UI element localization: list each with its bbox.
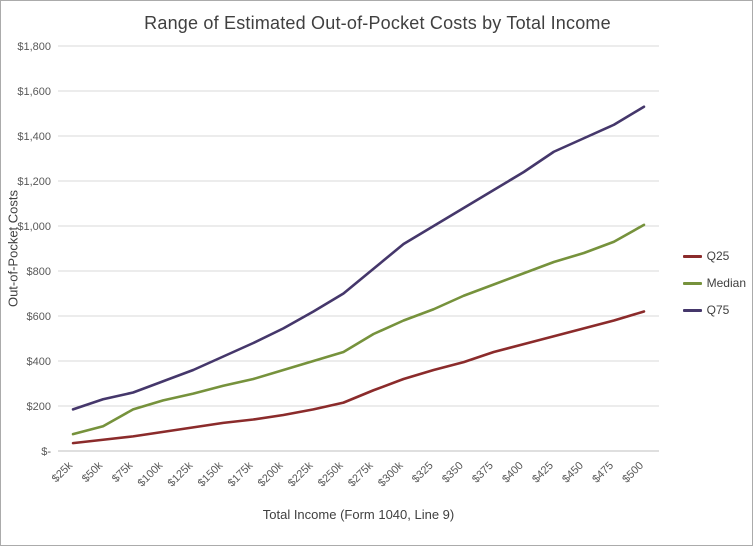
y-tick-label: $1,800: [17, 41, 51, 53]
x-tick-label: $275k: [346, 459, 376, 489]
x-tick-label: $150k: [196, 459, 226, 489]
y-tick-label: $600: [27, 311, 51, 323]
y-tick-label: $1,200: [17, 176, 51, 188]
x-tick-label: $250k: [316, 459, 346, 489]
legend-item-median: Median: [682, 276, 746, 290]
legend: Q25 Median Q75: [682, 249, 746, 317]
x-tick-label: $25k: [50, 459, 76, 485]
y-tick-label: $1,400: [17, 131, 51, 143]
x-tick-label: $500: [620, 460, 646, 486]
x-tick-label: $50k: [80, 459, 106, 485]
series-line-median: [71, 223, 646, 436]
x-tick-label: $375: [470, 460, 496, 486]
median-line-swatch-icon: [682, 281, 702, 285]
q25-line-swatch-icon: [682, 254, 702, 258]
x-tick-label: $200k: [256, 459, 286, 489]
x-tick-label: $175k: [226, 459, 256, 489]
x-tick-label: $475: [590, 460, 616, 486]
legend-item-q75: Q75: [682, 303, 746, 317]
y-tick-label: $1,000: [17, 221, 51, 233]
x-tick-label: $425: [530, 460, 556, 486]
legend-item-q25: Q25: [682, 249, 746, 263]
legend-label-q75: Q75: [706, 303, 730, 317]
x-tick-label: $75k: [110, 459, 136, 485]
y-tick-label: $400: [27, 356, 51, 368]
x-tick-label: $350: [440, 460, 466, 486]
x-tick-label: $450: [560, 460, 586, 486]
x-tick-label: $125k: [166, 459, 196, 489]
series-line-q75: [71, 105, 646, 411]
y-tick-label: $-: [41, 446, 51, 458]
series-line-q25: [71, 310, 646, 445]
x-tick-label: $325: [410, 460, 436, 486]
legend-label-median: Median: [706, 276, 746, 290]
x-tick-label: $300k: [376, 459, 406, 489]
x-tick-label: $225k: [286, 459, 316, 489]
x-tick-label: $400: [500, 460, 526, 486]
y-tick-label: $200: [27, 401, 51, 413]
x-tick-label: $100k: [136, 459, 166, 489]
chart-title: Range of Estimated Out-of-Pocket Costs b…: [144, 13, 611, 33]
y-tick-label: $1,600: [17, 86, 51, 98]
x-axis-title: Total Income (Form 1040, Line 9): [262, 507, 455, 522]
legend-label-q25: Q25: [706, 249, 730, 263]
y-tick-label: $800: [27, 266, 51, 278]
q75-line-swatch-icon: [682, 308, 702, 312]
y-axis-title: Out-of-Pocket Costs: [5, 189, 21, 308]
